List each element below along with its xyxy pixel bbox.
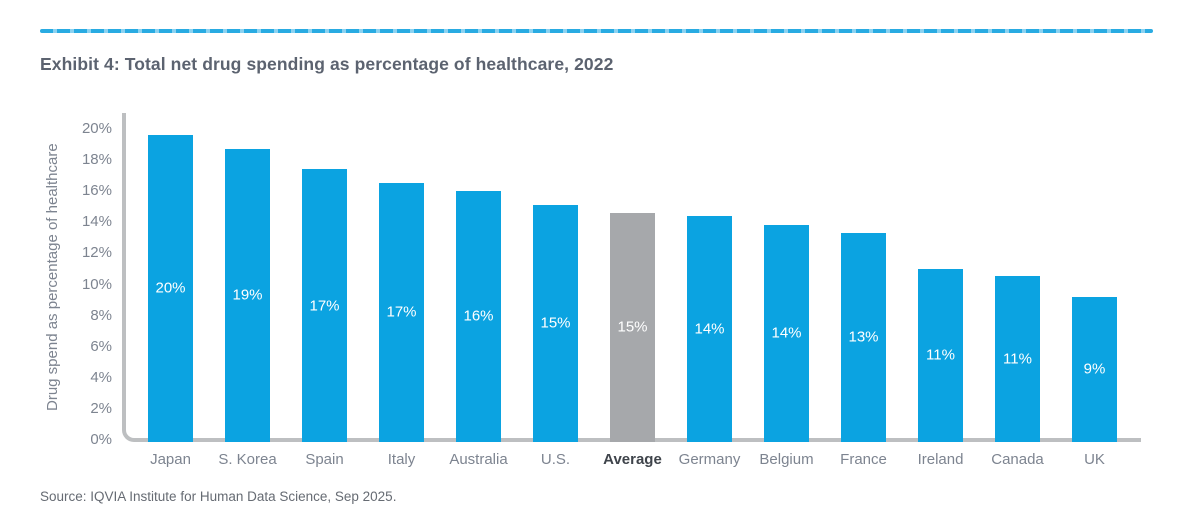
x-tick-label-spain: Spain: [305, 451, 344, 468]
bar-value-label: 14%: [771, 324, 802, 342]
y-tick-label: 16%: [81, 182, 112, 200]
x-tick-label-ireland: Ireland: [917, 451, 964, 468]
bar-uk: 9%: [1072, 296, 1117, 442]
bar-germany: 14%: [687, 215, 732, 442]
bar-value-label: 20%: [155, 279, 186, 297]
y-tick-label: 18%: [81, 151, 112, 169]
x-tick-label-australia: Australia: [449, 451, 508, 468]
x-tick-label-s-korea: S. Korea: [218, 451, 277, 468]
y-tick-label: 20%: [81, 120, 112, 137]
y-tick-label: 2%: [90, 399, 112, 417]
bar-belgium: 14%: [764, 224, 809, 442]
accent-dashed-line: [40, 29, 1153, 33]
exhibit-title: Exhibit 4: Total net drug spending as pe…: [40, 54, 614, 74]
bar-australia: 16%: [456, 190, 501, 442]
bar-value-label: 9%: [1083, 360, 1106, 378]
x-tick-label-france: France: [840, 451, 887, 468]
bar-value-label: 17%: [386, 303, 417, 321]
x-axis-labels: Japan S. Korea Spain Italy Australia U.S. Aver…: [122, 451, 1141, 471]
bar-value-label: 14%: [694, 320, 725, 338]
bar-value-label: 19%: [232, 286, 263, 304]
bar-value-label: 11%: [926, 346, 955, 364]
y-tick-label: 14%: [81, 213, 112, 231]
bar-japan: 20%: [148, 134, 193, 442]
y-tick-label: 0%: [90, 431, 112, 448]
bar-canada: 11%: [995, 276, 1040, 442]
bar-value-label: 11%: [1003, 350, 1032, 368]
x-tick-label-uk: UK: [1084, 451, 1105, 468]
bar-italy: 17%: [379, 182, 424, 442]
bar-u-s: 15%: [533, 204, 578, 442]
bar-s-korea: 19%: [225, 148, 270, 442]
y-tick-label: 4%: [90, 368, 112, 386]
y-axis-ticks: 0% 2% 4% 6% 8% 10% 12% 14% 16% 18% 20%: [40, 113, 112, 448]
y-tick-label: 10%: [81, 275, 112, 293]
bar-series: 20% 19% 17% 17% 16% 15% 15% 14% 14% 13% 11% 11% 9%: [122, 113, 1141, 442]
x-tick-label-canada: Canada: [991, 451, 1044, 468]
bar-value-label: 13%: [848, 328, 879, 346]
bar-average: 15%: [610, 212, 655, 442]
bar-ireland: 11%: [918, 268, 963, 442]
bar-france: 13%: [841, 232, 886, 442]
source-note: Source: IQVIA Institute for Human Data S…: [40, 489, 397, 504]
x-tick-label-average: Average: [603, 451, 662, 468]
bar-spain: 17%: [302, 169, 347, 442]
bar-value-label: 16%: [463, 307, 494, 325]
x-tick-label-italy: Italy: [387, 451, 416, 468]
y-tick-label: 6%: [90, 337, 112, 355]
x-tick-label-belgium: Belgium: [759, 451, 814, 468]
y-tick-label: 12%: [81, 244, 112, 262]
bar-value-label: 15%: [617, 318, 648, 336]
x-tick-label-u-s: U.S.: [540, 451, 571, 468]
x-tick-label-germany: Germany: [678, 451, 741, 468]
x-tick-label-japan: Japan: [150, 451, 191, 468]
bar-value-label: 17%: [309, 297, 340, 314]
y-tick-label: 8%: [90, 306, 112, 324]
bar-value-label: 15%: [540, 314, 571, 332]
